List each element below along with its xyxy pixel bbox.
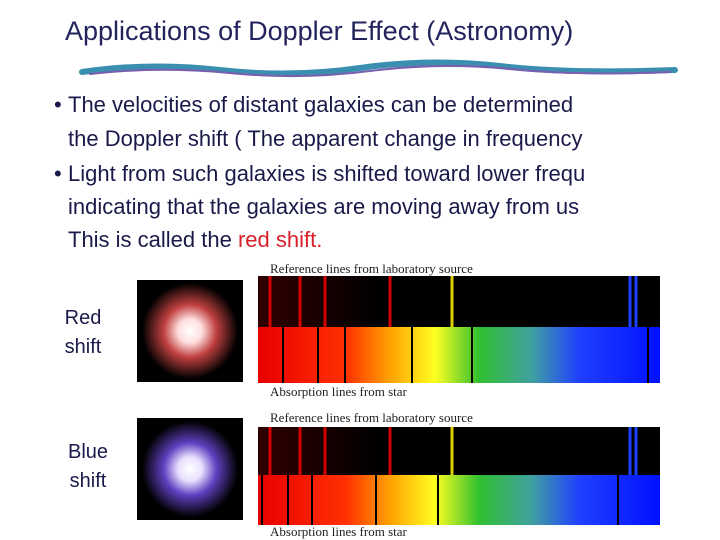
slide-title: Applications of Doppler Effect (Astronom… (65, 16, 574, 46)
figure-label: Red shift (53, 304, 113, 362)
caption: Reference lines from laboratory source (270, 261, 473, 276)
label-line: Blue (67, 441, 109, 463)
spectrum-blue (258, 427, 660, 525)
label-line: shift (69, 470, 107, 492)
bullet-line: the Doppler shift ( The apparent change … (68, 126, 583, 151)
highlight: red shift. (237, 227, 323, 252)
bullet-line: The velocities of distant galaxies can b… (54, 92, 573, 118)
title-underline (79, 59, 678, 78)
galaxy-blue (137, 418, 243, 520)
caption: Absorption lines from star (270, 384, 407, 399)
caption: Absorption lines from star (270, 524, 407, 539)
bullet-text: This is called the (68, 227, 232, 252)
label-line: shift (64, 336, 102, 358)
caption: Reference lines from laboratory source (270, 410, 473, 425)
bullet-line: indicating that the galaxies are moving … (68, 194, 580, 219)
bullet-line: This is called the red shift. (68, 227, 322, 253)
spectrum-red (258, 276, 660, 383)
bullet-line: Light from such galaxies is shifted towa… (54, 161, 585, 187)
label-line: Red (64, 307, 102, 329)
galaxy-red (137, 280, 243, 382)
figure-label: Blue shift (58, 438, 118, 496)
